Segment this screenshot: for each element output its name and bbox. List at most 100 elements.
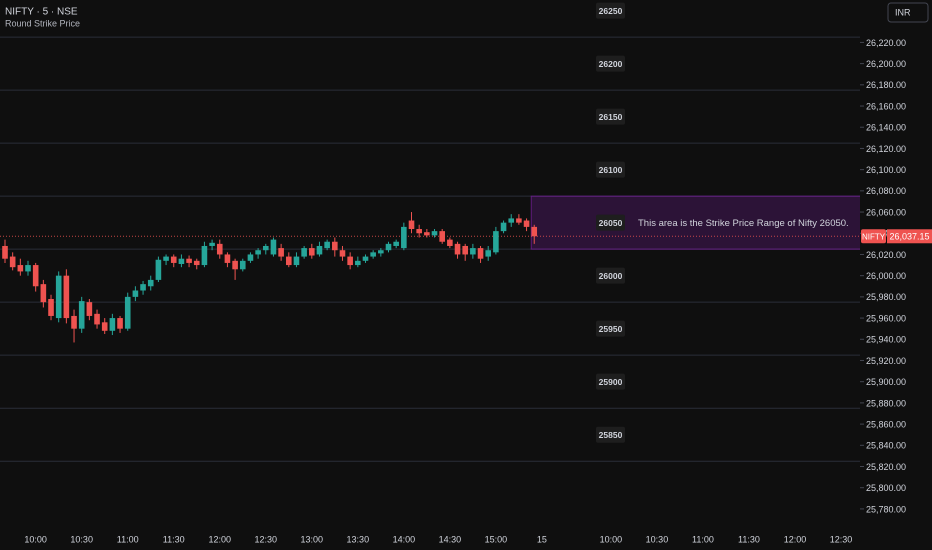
candle-body [485,250,492,257]
candle-body [86,302,93,316]
candle-body [201,245,208,266]
candle-body [78,301,85,329]
candle-body [301,248,307,257]
y-tick-label: 26,040.00 [866,229,906,239]
candle-body [94,313,100,325]
candle-body [516,218,522,223]
candle-body [355,260,361,266]
x-tick-label: 10:00 [24,534,47,544]
x-tick-label: 11:30 [738,534,760,544]
y-tick-label: 26,140.00 [866,123,906,133]
candle-body [393,241,399,246]
y-tick-label: 26,060.00 [866,207,906,217]
price-axis-labels: 26,220.00 26,200.00 26,180.00 26,160.00 26,1… [860,38,906,514]
strike-label: 25900 [599,377,623,387]
candle-body [370,252,376,257]
candle-body [523,220,530,227]
y-tick-label: 25,980.00 [866,292,906,302]
candle-body [170,256,177,263]
candle-body [447,239,453,246]
strike-label: 25850 [599,430,623,440]
candle-body [117,318,123,329]
strike-label: 26100 [599,165,623,175]
x-tick-label: 15 [537,534,547,544]
x-tick-label: 14:00 [393,534,416,544]
strike-label-box [596,55,625,72]
candle-body [132,290,139,297]
y-tick-label: 26,020.00 [866,250,906,260]
candle-body [147,279,154,287]
strike-label: 26150 [599,112,623,122]
candle-body [508,218,515,223]
x-tick-label: 13:00 [301,534,324,544]
strike-label: 26050 [599,218,623,228]
candle-body [216,243,223,255]
candle-body [408,220,415,230]
y-tick-label: 26,220.00 [866,38,906,48]
candle-body [347,256,353,266]
candle-body [239,260,246,270]
y-tick-label: 26,120.00 [866,144,906,154]
candle-body [339,250,346,257]
x-tick-label: 10:30 [70,534,93,544]
candle-body [193,260,200,266]
last-price-box [887,229,932,244]
chart-title: NIFTY · 5 · NSE [5,7,78,18]
x-tick-label: 10:30 [646,534,669,544]
y-tick-label: 25,780.00 [866,504,906,514]
y-tick-label: 25,900.00 [866,377,906,387]
candle-body [25,265,31,272]
candle-body [9,256,16,268]
candle-body [362,256,369,261]
strike-label-box [596,426,625,443]
candle-body [424,232,430,236]
candle-body [309,248,315,256]
last-price-label: 26,037.15 [889,232,929,242]
strike-label-box [596,108,625,125]
candle-body [109,318,116,331]
indicator-name: Round Strike Price [5,18,80,28]
y-tick-label: 26,180.00 [866,80,906,90]
candle-body [40,284,47,303]
candle-body [48,298,54,316]
strike-label-box [596,373,625,390]
candle-body [385,243,392,251]
candle-body [63,275,70,319]
x-tick-label: 12:00 [784,534,807,544]
symbol-tag-box [861,229,886,244]
candle-body [378,250,384,254]
y-tick-label: 25,920.00 [866,356,906,366]
strike-label-box [596,214,625,231]
candle-body [332,241,338,251]
currency-button[interactable]: INR [887,2,929,23]
y-tick-label: 26,200.00 [866,59,906,69]
candle-body [232,260,238,270]
candle-body [32,265,39,287]
currency-button-label[interactable]: INR [895,7,911,17]
x-tick-label: 14:30 [439,534,462,544]
candle-body [224,254,231,263]
x-tick-label: 11:00 [692,534,714,544]
candle-body [209,242,215,246]
strike-label-box [596,2,625,19]
candle-body [163,256,169,261]
candle-body [124,296,131,329]
candle-body [293,256,300,266]
candle-body [493,231,499,253]
y-tick-label: 25,880.00 [866,398,906,408]
currency-button-box[interactable] [887,2,929,23]
candle-body [247,254,254,261]
candle-body [55,275,62,319]
candle-body [278,248,284,257]
candle-body [316,245,323,255]
y-tick-label: 26,160.00 [866,101,906,111]
candle-body [285,256,292,266]
y-tick-label: 26,000.00 [866,271,906,281]
candle-body [17,265,24,272]
candle-body [470,248,476,255]
candle-body [262,245,269,251]
strike-label: 25950 [599,324,623,334]
strike-label: 26200 [599,59,623,69]
candle-body [270,239,277,255]
